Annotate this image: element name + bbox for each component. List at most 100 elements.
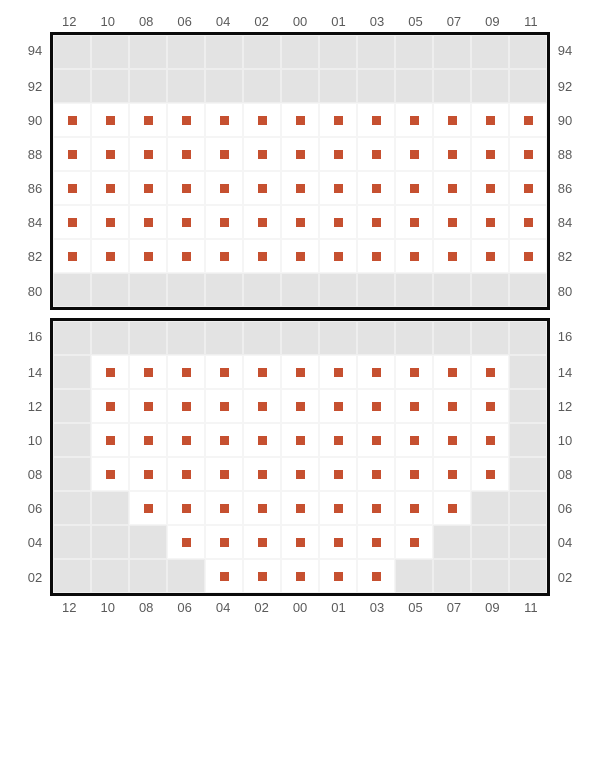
seat-available[interactable] [205,205,243,239]
seat-available[interactable] [91,239,129,273]
seat-available[interactable] [395,239,433,273]
seat-available[interactable] [205,239,243,273]
seat-available[interactable] [395,389,433,423]
seat-available[interactable] [357,525,395,559]
seat-available[interactable] [243,559,281,593]
seat-available[interactable] [395,423,433,457]
seat-available[interactable] [129,171,167,205]
seat-available[interactable] [205,525,243,559]
seat-available[interactable] [91,137,129,171]
seat-available[interactable] [471,137,509,171]
seat-available[interactable] [319,525,357,559]
seat-available[interactable] [243,491,281,525]
seat-available[interactable] [357,103,395,137]
seat-available[interactable] [433,205,471,239]
seat-available[interactable] [281,559,319,593]
seat-available[interactable] [53,137,91,171]
seat-available[interactable] [395,205,433,239]
seat-available[interactable] [395,457,433,491]
seat-available[interactable] [205,559,243,593]
seat-available[interactable] [243,239,281,273]
seat-available[interactable] [53,239,91,273]
seat-available[interactable] [433,491,471,525]
seat-available[interactable] [319,423,357,457]
seat-available[interactable] [281,355,319,389]
seat-available[interactable] [281,457,319,491]
seat-available[interactable] [281,423,319,457]
seat-available[interactable] [243,457,281,491]
seat-available[interactable] [509,171,547,205]
seat-available[interactable] [471,389,509,423]
seat-available[interactable] [433,457,471,491]
seat-available[interactable] [433,171,471,205]
seat-available[interactable] [319,137,357,171]
seat-available[interactable] [167,103,205,137]
seat-available[interactable] [129,389,167,423]
seat-available[interactable] [243,103,281,137]
seat-available[interactable] [129,205,167,239]
seat-available[interactable] [509,137,547,171]
seat-available[interactable] [91,423,129,457]
seat-available[interactable] [281,389,319,423]
seat-available[interactable] [129,137,167,171]
seat-available[interactable] [91,457,129,491]
seat-available[interactable] [243,355,281,389]
seat-available[interactable] [433,389,471,423]
seat-available[interactable] [433,103,471,137]
seat-available[interactable] [205,103,243,137]
seat-available[interactable] [243,137,281,171]
seat-available[interactable] [395,171,433,205]
seat-available[interactable] [243,423,281,457]
seat-available[interactable] [357,355,395,389]
seat-available[interactable] [53,205,91,239]
seat-available[interactable] [243,525,281,559]
seat-available[interactable] [53,103,91,137]
seat-available[interactable] [205,457,243,491]
seat-available[interactable] [509,205,547,239]
seat-available[interactable] [167,171,205,205]
seat-available[interactable] [395,137,433,171]
seat-available[interactable] [433,239,471,273]
seat-available[interactable] [129,457,167,491]
seat-available[interactable] [205,355,243,389]
seat-available[interactable] [205,389,243,423]
seat-available[interactable] [167,389,205,423]
seat-available[interactable] [471,239,509,273]
seat-available[interactable] [167,137,205,171]
seat-available[interactable] [471,457,509,491]
seat-available[interactable] [129,239,167,273]
seat-available[interactable] [471,355,509,389]
seat-available[interactable] [357,137,395,171]
seat-available[interactable] [281,205,319,239]
seat-available[interactable] [281,525,319,559]
seat-available[interactable] [129,491,167,525]
seat-available[interactable] [319,491,357,525]
seat-available[interactable] [167,491,205,525]
seat-available[interactable] [129,423,167,457]
seat-available[interactable] [281,103,319,137]
seat-available[interactable] [357,491,395,525]
seat-available[interactable] [167,423,205,457]
seat-available[interactable] [433,423,471,457]
seat-available[interactable] [471,103,509,137]
seat-available[interactable] [129,103,167,137]
seat-available[interactable] [319,239,357,273]
seat-available[interactable] [509,239,547,273]
seat-available[interactable] [91,205,129,239]
seat-available[interactable] [167,205,205,239]
seat-available[interactable] [281,491,319,525]
seat-available[interactable] [319,559,357,593]
seat-available[interactable] [281,239,319,273]
seat-available[interactable] [357,205,395,239]
seat-available[interactable] [281,137,319,171]
seat-available[interactable] [205,137,243,171]
seat-available[interactable] [91,389,129,423]
seat-available[interactable] [243,205,281,239]
seat-available[interactable] [319,103,357,137]
seat-available[interactable] [471,423,509,457]
seat-available[interactable] [91,171,129,205]
seat-available[interactable] [395,355,433,389]
seat-available[interactable] [357,559,395,593]
seat-available[interactable] [167,525,205,559]
seat-available[interactable] [395,491,433,525]
